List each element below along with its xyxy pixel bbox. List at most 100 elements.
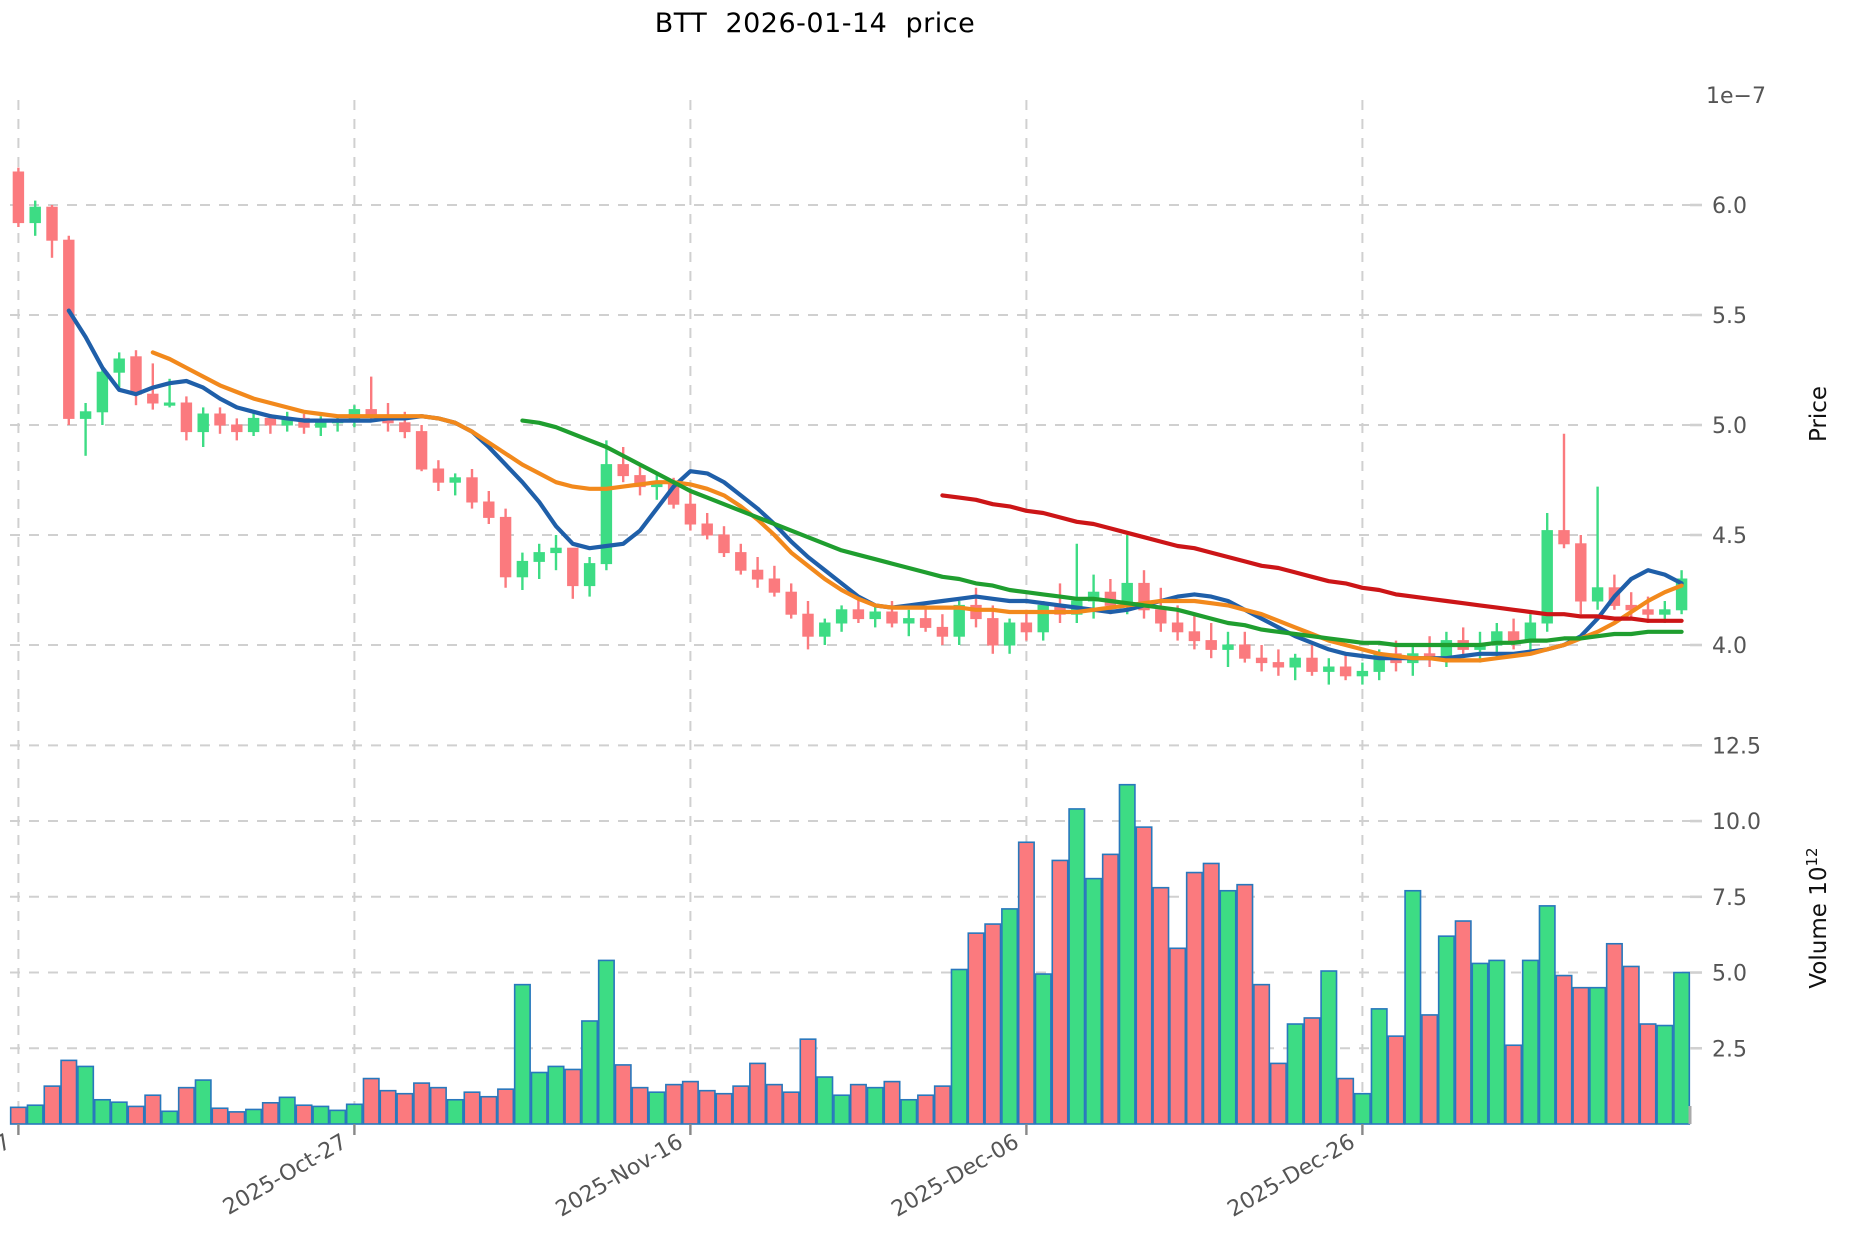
volume-axis-label-text: Volume 1012 xyxy=(1803,847,1832,988)
volume-bar xyxy=(1185,871,1203,1125)
candle-body xyxy=(1205,640,1217,650)
volume-bar xyxy=(1337,1077,1355,1125)
volume-bar xyxy=(816,1076,834,1125)
volume-bar xyxy=(261,1101,279,1125)
candle-body xyxy=(819,622,831,637)
volume-bar xyxy=(984,923,1002,1125)
candle-body xyxy=(231,424,243,433)
volume-bar xyxy=(245,1108,263,1125)
candle-body xyxy=(1491,631,1503,646)
tick-label: 6.0 xyxy=(1712,194,1747,219)
volume-bar xyxy=(614,1064,632,1125)
volume-bar xyxy=(749,1062,767,1125)
volume-bar xyxy=(144,1094,162,1125)
candle-body xyxy=(12,171,25,224)
candle-body xyxy=(1255,657,1268,664)
volume-bar xyxy=(1505,1044,1523,1125)
volume-bar xyxy=(1286,1023,1304,1125)
volume-bar xyxy=(1454,920,1472,1125)
volume-bar xyxy=(345,1103,363,1125)
candle-body xyxy=(936,626,949,637)
volume-axis-label: Volume 1012 xyxy=(1803,847,1832,988)
volume-bar xyxy=(127,1105,145,1125)
volume-bar xyxy=(1521,959,1539,1125)
chart-title: BTT 2026-01-14 price xyxy=(654,8,976,39)
tick-label: 5.5 xyxy=(1712,304,1747,329)
tick-label: 10.0 xyxy=(1712,810,1761,835)
candle-body xyxy=(147,393,159,404)
ma-orange xyxy=(150,350,1684,663)
volume-bar xyxy=(60,1059,78,1125)
candle-body xyxy=(617,464,629,477)
volume-bar xyxy=(648,1091,666,1125)
candle-body xyxy=(919,618,932,628)
volume-bar xyxy=(833,1094,851,1125)
tick-label: 7.5 xyxy=(1712,886,1747,911)
candle-body xyxy=(1138,582,1150,611)
volume-bar xyxy=(1421,1014,1439,1125)
volume-bar xyxy=(933,1085,951,1125)
candle-body xyxy=(869,611,881,620)
candle-body xyxy=(130,356,142,395)
candle-body xyxy=(315,422,327,428)
candle-body xyxy=(1356,670,1369,677)
tick-label: 2.5 xyxy=(1712,1037,1747,1062)
volume-bar xyxy=(732,1085,750,1125)
candle-body xyxy=(567,547,579,587)
volume-bar xyxy=(1572,986,1590,1125)
candle-body xyxy=(399,422,411,433)
candle-body xyxy=(96,371,109,413)
volume-bar xyxy=(1202,862,1220,1125)
volume-bar xyxy=(1555,974,1573,1125)
volume-bar xyxy=(782,1091,800,1125)
volume-bar xyxy=(93,1098,111,1125)
volume-bar xyxy=(1169,947,1187,1125)
candle-body xyxy=(1642,609,1654,615)
volume-bar xyxy=(698,1089,716,1125)
volume-bar xyxy=(883,1080,901,1125)
candle-body xyxy=(1239,644,1251,659)
candle-body xyxy=(483,501,495,518)
candle-body xyxy=(1558,530,1570,545)
candle-body xyxy=(63,239,75,419)
candle-body xyxy=(1155,609,1167,624)
volume-bar xyxy=(581,1020,599,1125)
candle-body xyxy=(1222,644,1234,650)
volume-bar xyxy=(917,1094,935,1125)
volume-series xyxy=(9,783,1691,1125)
candle-body xyxy=(298,417,310,428)
volume-bar xyxy=(396,1092,414,1125)
candle-body xyxy=(415,431,428,470)
volume-bar xyxy=(564,1068,582,1125)
volume-bar xyxy=(1673,971,1691,1125)
volume-bar xyxy=(463,1091,481,1125)
volume-bar xyxy=(312,1105,330,1125)
volume-bar xyxy=(1370,1008,1388,1125)
volume-bar xyxy=(1622,965,1640,1125)
candle-body xyxy=(1003,622,1016,646)
volume-bar xyxy=(1269,1062,1287,1125)
volume-bar xyxy=(77,1065,95,1125)
candle-body xyxy=(113,358,125,373)
candle-body xyxy=(1087,591,1100,602)
volume-bar xyxy=(1404,889,1422,1125)
volume-bar xyxy=(1085,877,1103,1125)
x-tick-label: 2025-Dec-26 xyxy=(1224,1130,1360,1223)
volume-bar xyxy=(362,1077,380,1125)
volume-bar xyxy=(631,1086,649,1125)
candlestick-series xyxy=(12,167,1688,685)
volume-bar xyxy=(1639,1023,1657,1125)
volume-bar xyxy=(1605,942,1623,1125)
volume-bar xyxy=(900,1098,918,1125)
candle-body xyxy=(802,613,814,637)
candle-body xyxy=(1289,657,1301,668)
candle-body xyxy=(533,552,545,562)
volume-bar xyxy=(43,1085,61,1125)
candle-body xyxy=(1524,622,1537,642)
volume-bar xyxy=(849,1083,867,1125)
volume-bar xyxy=(1152,886,1170,1125)
candle-body xyxy=(684,503,697,525)
volume-bar xyxy=(866,1086,884,1125)
candle-body xyxy=(1272,662,1285,668)
